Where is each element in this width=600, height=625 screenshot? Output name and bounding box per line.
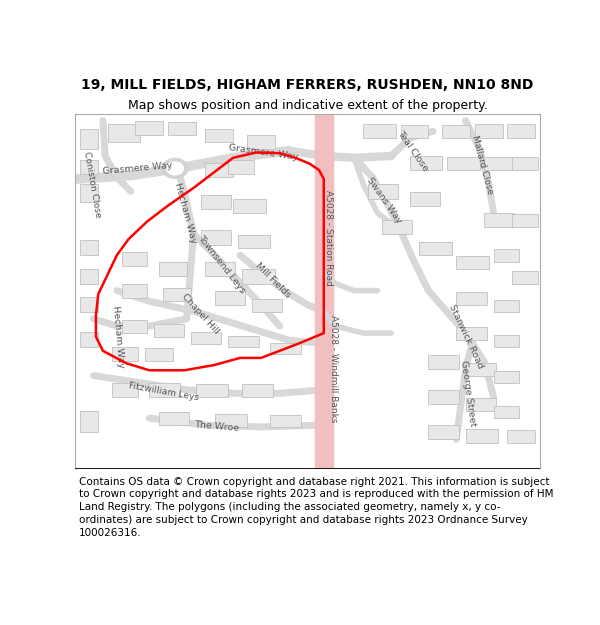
Bar bbox=[493, 335, 519, 348]
Text: The Wroe: The Wroe bbox=[194, 421, 239, 433]
Bar bbox=[158, 262, 187, 276]
Bar bbox=[364, 124, 396, 138]
Bar bbox=[229, 160, 254, 174]
Bar bbox=[200, 195, 231, 209]
Bar bbox=[191, 332, 221, 344]
Bar bbox=[205, 129, 233, 142]
Bar bbox=[512, 214, 538, 227]
Bar bbox=[252, 299, 282, 312]
Bar bbox=[382, 221, 412, 234]
Bar bbox=[121, 284, 147, 298]
Bar bbox=[493, 371, 519, 382]
Bar bbox=[163, 288, 191, 301]
Bar bbox=[205, 163, 233, 177]
Bar bbox=[493, 300, 519, 312]
Text: A5028 - Windmill Banks: A5028 - Windmill Banks bbox=[329, 315, 338, 422]
Bar bbox=[80, 184, 98, 202]
Bar bbox=[270, 414, 301, 427]
Bar bbox=[512, 157, 538, 170]
Text: Contains OS data © Crown copyright and database right 2021. This information is : Contains OS data © Crown copyright and d… bbox=[79, 476, 553, 538]
Bar bbox=[200, 231, 231, 244]
Text: Grasmere Way: Grasmere Way bbox=[228, 143, 299, 162]
Text: Hecham Way: Hecham Way bbox=[110, 305, 125, 368]
Bar bbox=[112, 382, 138, 397]
Bar bbox=[80, 129, 98, 149]
Text: Hecham Way: Hecham Way bbox=[173, 181, 198, 244]
Bar bbox=[456, 256, 489, 269]
Bar bbox=[242, 384, 272, 397]
Bar bbox=[112, 348, 138, 361]
Bar bbox=[80, 297, 98, 312]
Bar bbox=[493, 406, 519, 418]
Bar bbox=[80, 269, 98, 284]
Bar bbox=[149, 383, 179, 397]
Text: Teal Close: Teal Close bbox=[395, 129, 430, 173]
Bar bbox=[428, 391, 458, 404]
Bar bbox=[270, 342, 301, 354]
Text: Mallard Close: Mallard Close bbox=[470, 134, 494, 196]
Bar bbox=[466, 398, 496, 411]
Bar bbox=[121, 252, 147, 266]
Bar bbox=[121, 319, 147, 333]
Text: Fitzwilliam Leys: Fitzwilliam Leys bbox=[128, 381, 199, 402]
Bar bbox=[466, 429, 498, 443]
Bar bbox=[447, 157, 479, 170]
Bar bbox=[493, 249, 519, 262]
Text: 19, MILL FIELDS, HIGHAM FERRERS, RUSHDEN, NN10 8ND: 19, MILL FIELDS, HIGHAM FERRERS, RUSHDEN… bbox=[82, 78, 533, 92]
Bar bbox=[428, 355, 458, 369]
Bar bbox=[484, 213, 514, 227]
Bar bbox=[242, 269, 275, 284]
Bar bbox=[419, 242, 452, 255]
Text: George Street: George Street bbox=[459, 360, 477, 427]
Text: Swans Way: Swans Way bbox=[365, 176, 403, 225]
Bar bbox=[508, 430, 535, 443]
Bar bbox=[168, 122, 196, 135]
Bar bbox=[80, 411, 98, 432]
Text: Mill Fields: Mill Fields bbox=[253, 261, 292, 299]
Bar bbox=[154, 324, 184, 337]
Text: Townsend Leys: Townsend Leys bbox=[196, 233, 247, 295]
Text: Stanwick Road: Stanwick Road bbox=[447, 303, 484, 370]
Bar bbox=[410, 192, 440, 206]
Bar bbox=[229, 336, 259, 348]
Circle shape bbox=[167, 162, 184, 175]
Bar bbox=[107, 124, 140, 142]
Text: Chapel Hill: Chapel Hill bbox=[180, 292, 221, 336]
Bar bbox=[401, 125, 428, 138]
Bar bbox=[512, 271, 538, 284]
Bar bbox=[466, 363, 496, 376]
Bar bbox=[238, 234, 271, 248]
Text: Grasmere Way: Grasmere Way bbox=[103, 161, 173, 176]
Bar bbox=[158, 412, 189, 425]
Bar bbox=[80, 240, 98, 255]
Bar bbox=[196, 384, 229, 397]
Text: A5028 - Station Road: A5028 - Station Road bbox=[324, 189, 333, 286]
Bar bbox=[247, 135, 275, 149]
Bar bbox=[136, 121, 163, 135]
Bar bbox=[233, 199, 266, 212]
Bar bbox=[80, 332, 98, 348]
Bar bbox=[442, 125, 470, 138]
Bar bbox=[368, 184, 398, 199]
Bar bbox=[215, 291, 245, 305]
Bar bbox=[508, 124, 535, 138]
Bar bbox=[80, 159, 98, 174]
Bar bbox=[205, 262, 235, 276]
Circle shape bbox=[162, 159, 188, 178]
Bar bbox=[215, 414, 247, 427]
Text: Map shows position and indicative extent of the property.: Map shows position and indicative extent… bbox=[128, 99, 487, 111]
Bar bbox=[456, 328, 487, 340]
Bar bbox=[456, 292, 487, 305]
Bar bbox=[428, 425, 458, 439]
Bar bbox=[145, 348, 173, 361]
Bar bbox=[410, 156, 442, 170]
Bar bbox=[475, 124, 503, 138]
Text: Coniston Close: Coniston Close bbox=[82, 151, 103, 218]
Bar bbox=[484, 157, 514, 170]
